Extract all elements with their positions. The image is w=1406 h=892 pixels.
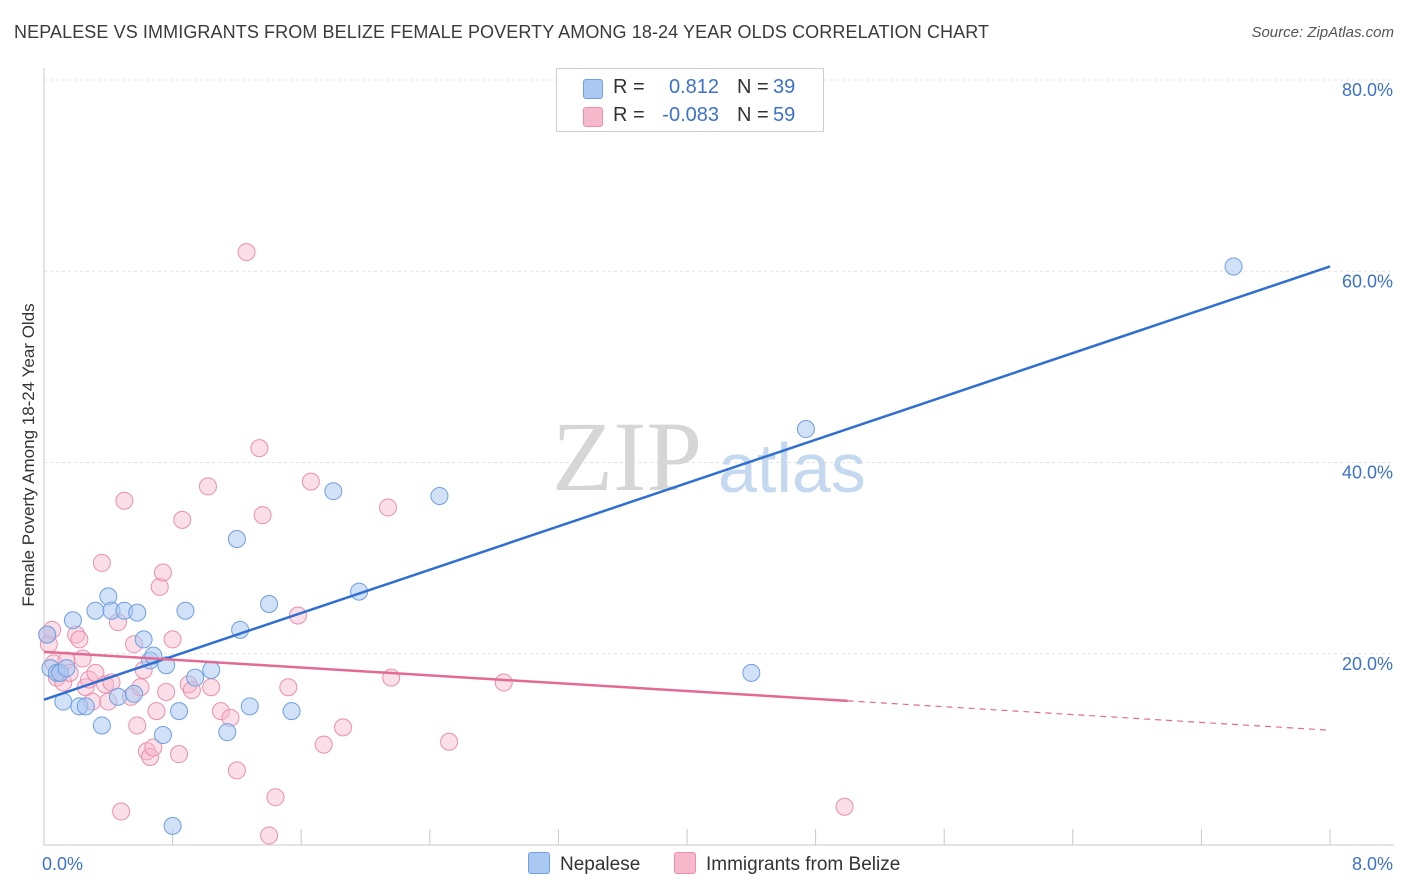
nepalese-point	[63, 611, 82, 630]
belize-point	[250, 439, 269, 458]
x-tick-label: 8.0%	[1352, 854, 1393, 874]
belize-point	[314, 735, 333, 754]
legend-r-label: R =	[613, 76, 645, 98]
stats-legend: R = 0.812 N = 39 R = -0.083 N = 59	[556, 68, 824, 132]
y-tick-label: 20.0%	[1342, 654, 1393, 674]
belize-point	[150, 577, 169, 596]
nepalese-point	[240, 697, 259, 716]
bottom-legend-belize: Immigrants from Belize	[674, 852, 900, 876]
nepalese-point	[430, 486, 449, 505]
bottom-legend-swatch-belize	[674, 852, 696, 874]
nepalese-point	[742, 663, 761, 682]
belize-point	[279, 678, 298, 697]
belize-point	[266, 788, 285, 807]
nepalese-point	[153, 726, 172, 745]
nepalese-point	[92, 716, 111, 735]
nepalese-points	[38, 257, 1243, 835]
tick-labels: 20.0% 40.0% 60.0% 80.0% 0.0% 8.0%	[42, 80, 1393, 874]
nepalese-point	[170, 702, 189, 721]
y-tick-label: 80.0%	[1342, 80, 1393, 100]
nepalese-point	[57, 659, 76, 678]
belize-trend-line	[43, 650, 848, 703]
y-axis-label: Female Poverty Among 18-24 Year Olds	[19, 303, 38, 606]
nepalese-point	[796, 420, 815, 439]
belize-points	[38, 243, 854, 845]
legend-swatch-belize	[583, 107, 603, 127]
legend-n-label: N =	[737, 76, 769, 98]
belize-point	[170, 745, 189, 764]
bottom-legend-label-nepalese: Nepalese	[560, 854, 641, 875]
belize-point	[147, 702, 166, 721]
axes	[43, 68, 1394, 846]
belize-trend-line-extension	[847, 700, 1331, 731]
nepalese-point	[1224, 257, 1243, 276]
belize-point	[288, 606, 307, 625]
belize-point	[379, 498, 398, 517]
nepalese-point	[260, 595, 279, 614]
legend-r-label: R =	[613, 104, 645, 126]
nepalese-point	[76, 697, 95, 716]
nepalese-point	[134, 630, 153, 649]
belize-point	[144, 738, 163, 757]
nepalese-point	[108, 687, 127, 706]
belize-point	[227, 761, 246, 780]
nepalese-point	[128, 603, 147, 622]
belize-point	[211, 702, 230, 721]
nepalese-point	[202, 661, 221, 680]
legend-row-belize: R = -0.083 N = 59	[557, 101, 823, 129]
legend-row-nepalese: R = 0.812 N = 39	[557, 73, 823, 101]
belize-point	[153, 563, 172, 582]
nepalese-trend-line	[43, 265, 1331, 701]
belize-point	[70, 630, 89, 649]
nepalese-point	[186, 668, 205, 687]
nepalese-point	[282, 702, 301, 721]
legend-n-label: N =	[737, 104, 769, 126]
y-tick-label: 40.0%	[1342, 463, 1393, 483]
belize-point	[141, 748, 160, 767]
bottom-legend-nepalese: Nepalese	[528, 852, 640, 876]
belize-point	[198, 477, 217, 496]
x-tick-label: 0.0%	[42, 854, 83, 874]
nepalese-point	[125, 684, 144, 703]
watermark-atlas: atlas	[718, 429, 866, 507]
nepalese-point	[86, 601, 105, 620]
source-credit: Source: ZipAtlas.com	[1251, 24, 1394, 41]
belize-point	[173, 510, 192, 529]
nepalese-point	[227, 530, 246, 548]
belize-point	[163, 630, 182, 649]
belize-point	[333, 718, 352, 737]
watermark: ZIP atlas	[552, 401, 866, 512]
bottom-legend-label-belize: Immigrants from Belize	[706, 854, 901, 875]
watermark-zip: ZIP	[552, 401, 702, 512]
belize-point	[494, 673, 513, 692]
belize-point	[440, 732, 459, 751]
nepalese-point	[324, 482, 343, 501]
belize-point	[115, 491, 134, 510]
legend-n-value-belize: 59	[773, 104, 796, 126]
nepalese-point	[218, 723, 237, 742]
trend-lines	[43, 265, 1331, 731]
belize-point	[92, 553, 111, 572]
belize-point	[253, 506, 272, 525]
legend-r-value-nepalese: 0.812	[668, 76, 719, 98]
belize-point	[260, 826, 279, 845]
belize-point	[237, 243, 256, 262]
belize-point	[202, 678, 221, 697]
belize-point	[112, 802, 131, 821]
legend-r-value-belize: -0.083	[662, 104, 719, 126]
legend-swatch-nepalese	[583, 79, 603, 99]
chart-title: NEPALESE VS IMMIGRANTS FROM BELIZE FEMAL…	[14, 22, 990, 42]
belize-point	[128, 716, 147, 735]
legend-n-value-nepalese: 39	[773, 76, 796, 98]
nepalese-point	[163, 816, 182, 835]
nepalese-point	[176, 601, 195, 620]
nepalese-point	[38, 625, 57, 644]
grid-lines	[44, 79, 1394, 655]
bottom-legend-swatch-nepalese	[528, 852, 550, 874]
belize-point	[301, 472, 320, 491]
belize-point	[157, 683, 176, 701]
belize-point	[835, 797, 854, 816]
y-tick-label: 60.0%	[1342, 271, 1393, 291]
